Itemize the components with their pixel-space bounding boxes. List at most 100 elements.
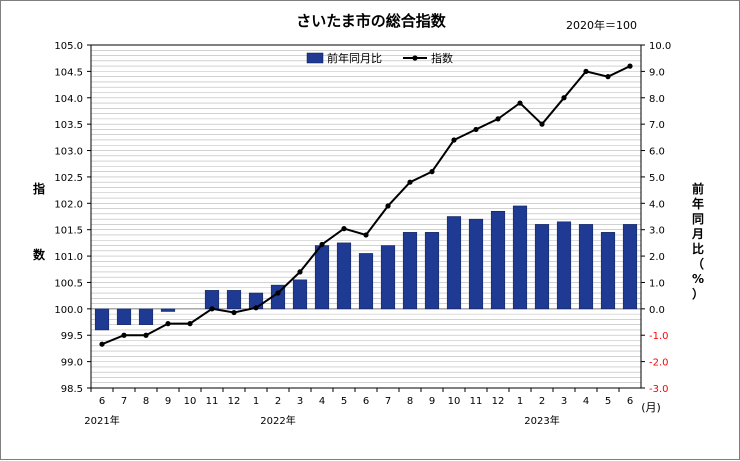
index-point [385,203,391,209]
index-point [187,321,193,327]
bar [622,224,638,310]
month-unit-label: (月) [641,401,661,414]
bar [402,232,418,310]
index-point [363,232,369,238]
index-point [253,305,259,311]
x-tick-label: 8 [407,396,413,407]
left-tick-label: 100.5 [54,278,83,289]
bar [314,245,330,310]
index-point [473,126,479,133]
index-point [341,226,347,232]
index-point [143,332,149,338]
left-tick-label: 103.5 [54,120,83,131]
index-point [627,63,633,69]
x-tick-label: 2 [539,396,545,407]
gridlines [91,45,641,388]
x-tick-label: 9 [165,396,171,407]
bar [138,308,154,325]
left-tick-label: 99.5 [61,331,83,342]
x-tick-label: 12 [492,396,505,407]
left-tick-label: 104.5 [54,67,83,78]
plot-frame [90,44,642,389]
left-tick-label: 102.5 [54,173,83,184]
right-tick-label: 6.0 [649,147,665,158]
legend: 前年同月比 指数 [306,51,453,65]
x-tick-label: 10 [184,396,197,407]
bar [578,224,594,310]
year-label: 2022年 [260,414,295,427]
year-label: 2023年 [524,414,559,427]
bar [94,308,110,331]
bar-series-yoy [94,205,638,331]
index-point [583,68,589,74]
right-tick-label: -3.0 [649,384,669,395]
x-tick-label: 4 [583,396,589,407]
bar [424,232,440,310]
x-tick-label: 9 [429,396,435,407]
bar [116,308,132,325]
bar [336,242,352,310]
x-tick-label: 6 [363,396,369,407]
right-tick-label: 0.0 [649,305,665,316]
left-tick-label: 104.0 [54,94,83,105]
left-tick-label: 101.0 [54,252,83,263]
index-point [297,269,303,275]
index-point [517,100,523,106]
x-tick-label: 5 [605,396,611,407]
legend-swatch-yoy [306,52,324,64]
left-axis-label-char: 指 [33,181,45,196]
right-tick-label: -1.0 [649,331,669,342]
x-tick-label: 10 [448,396,461,407]
bar [358,253,374,310]
x-tick-label: 2 [275,396,281,407]
line-series-index [99,63,633,347]
index-point [451,137,457,143]
x-tick-label: 11 [470,396,483,407]
right-axis-label-char: % [692,272,704,286]
x-tick-label: 1 [517,396,523,407]
left-axis-label-char: 数 [33,247,46,262]
x-tick-label: 12 [228,396,241,407]
x-tick-label: 11 [206,396,219,407]
index-point [209,306,215,312]
bar [600,232,616,310]
index-point [275,290,281,296]
x-tick-label: 6 [627,396,633,407]
right-tick-label: 1.0 [649,278,665,289]
bar [446,216,462,310]
left-tick-label: 101.5 [54,226,83,237]
index-point [539,121,545,127]
right-tick-label: 8.0 [649,94,665,105]
bar [556,221,572,310]
bar [160,308,176,312]
x-tick-label: 7 [385,396,391,407]
index-point [165,321,171,327]
right-tick-label: 3.0 [649,226,665,237]
x-tick-label: 3 [297,396,303,407]
bar [534,224,550,310]
right-axis-label-char: ） [692,286,704,301]
right-tick-label: 9.0 [649,67,665,78]
right-axis-label-char: （ [692,256,704,271]
right-axis-label-char: 比 [692,241,704,256]
right-tick-label: -2.0 [649,358,669,369]
left-tick-label: 103.0 [54,147,83,158]
right-tick-label: 10.0 [649,41,671,52]
index-point [231,309,237,316]
index-point [495,116,501,122]
legend-label-yoy: 前年同月比 [327,51,382,65]
x-tick-label: 7 [121,396,127,407]
right-tick-label: 2.0 [649,252,665,263]
left-tick-label: 99.0 [61,358,83,369]
x-tick-label: 4 [319,396,325,407]
index-point [561,95,567,101]
bar [226,290,242,310]
right-axis-label-char: 月 [691,227,704,241]
bar [468,218,484,310]
plot-area [91,45,641,388]
base-year-note: 2020年＝100 [566,18,637,32]
index-point [319,241,325,248]
x-tick-label: 3 [561,396,567,407]
index-point [121,332,127,338]
year-label: 2021年 [84,414,119,427]
